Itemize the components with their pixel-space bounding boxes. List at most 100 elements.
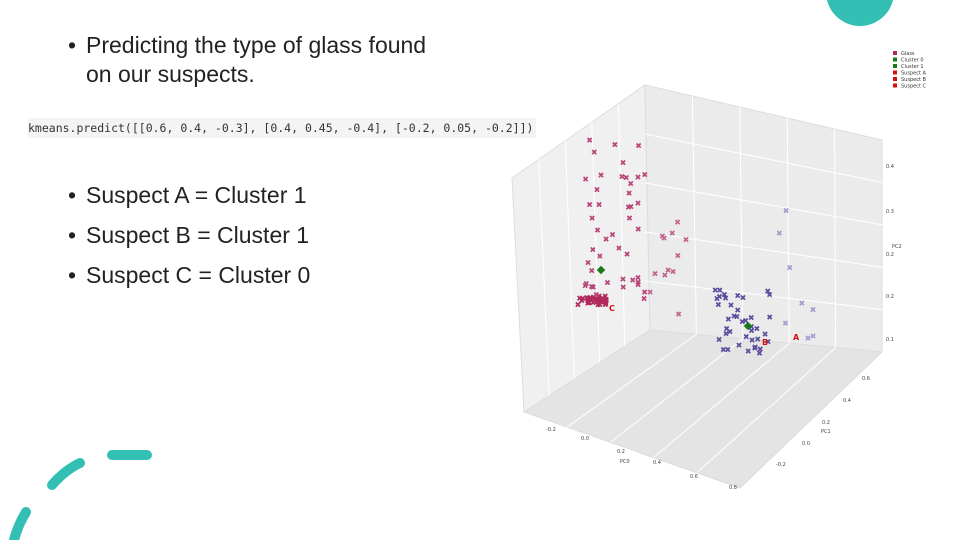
axis-label: PC1 — [821, 429, 831, 435]
point: ✖ — [722, 294, 729, 303]
point: ✖ — [620, 275, 627, 284]
point: ✖ — [609, 230, 616, 239]
grid-line — [566, 333, 697, 428]
point: ✖ — [586, 201, 593, 210]
point: ✖ — [594, 185, 601, 194]
point: ✖ — [595, 298, 602, 307]
code-line: kmeans.predict([[0.6, 0.4, -0.3], [0.4, … — [28, 118, 536, 138]
point: ✖ — [627, 180, 634, 189]
point: ✖ — [635, 141, 642, 150]
y-tick-label: 0.2 — [617, 449, 625, 455]
point: ✖ — [620, 283, 627, 292]
point: ✖ — [594, 226, 601, 235]
point: ✖ — [716, 293, 723, 302]
point: ✖ — [743, 332, 750, 341]
result-text: Suspect B = Cluster 1 — [86, 222, 310, 248]
point: ✖ — [612, 141, 619, 150]
result-bullet: • Suspect B = Cluster 1 — [68, 222, 310, 248]
point: ✖ — [600, 295, 607, 304]
z-tick-label: 0.3 — [886, 209, 894, 215]
grid — [538, 95, 883, 474]
point: ✖ — [586, 136, 593, 145]
points: ✖✖ ✖✖ ✖✖✖✖✖✖ ✖✖ ✖✖ ✖✖ ✖✖ ✖ ✖✖✖ ✖✖ ✖✖✖✖✖✖✖ ✖ ✖✖✖✖ ✖✖✖✖… — [575, 136, 817, 358]
point: ✖ — [589, 214, 596, 223]
grid-line — [786, 117, 790, 344]
axis-label: PC0 — [620, 459, 630, 465]
x-tick-label: -0.2 — [776, 462, 786, 468]
point: ✖ — [810, 306, 817, 315]
grid-line — [644, 280, 883, 311]
point: ✖ — [599, 294, 606, 303]
point: ✖ — [670, 268, 677, 277]
point: ✖ — [805, 334, 812, 343]
grid-line — [834, 128, 837, 348]
grid-line — [538, 159, 550, 396]
point: ✖ — [602, 300, 609, 309]
point: ✖ — [728, 301, 735, 310]
point: ✖ — [585, 259, 592, 268]
point: ✖ — [754, 325, 761, 334]
point: ✖ — [714, 294, 721, 303]
point: ✖ — [742, 317, 749, 326]
pane — [522, 329, 884, 489]
point: ✖ — [764, 287, 771, 296]
point: ✖ — [733, 313, 740, 322]
point: ✖ — [641, 288, 648, 297]
result-text: Suspect C = Cluster 0 — [86, 262, 311, 288]
point: ✖ — [757, 345, 764, 354]
point: ✖ — [749, 336, 756, 345]
point: ✖ — [721, 291, 728, 300]
point: ✖ — [588, 294, 595, 303]
legend-label: Suspect C — [901, 84, 926, 90]
legend-label: Suspect B — [901, 77, 926, 83]
point: ✖ — [748, 313, 755, 322]
grid-line — [610, 338, 744, 443]
point: ✖ — [716, 336, 723, 345]
point: ✖ — [586, 296, 593, 305]
point: ✖ — [731, 312, 738, 321]
point: ✖ — [603, 235, 610, 244]
centroid — [596, 265, 606, 275]
point: ✖ — [595, 296, 602, 305]
point: ✖ — [752, 343, 759, 352]
point: ✖ — [586, 295, 593, 304]
z-tick-label: 0.2 — [886, 294, 894, 300]
point: ✖ — [597, 252, 604, 261]
grid-line — [644, 231, 883, 268]
point: ✖ — [715, 300, 722, 309]
point: ✖ — [598, 171, 605, 180]
point: ✖ — [766, 313, 773, 322]
intro-text: Predicting the type of glass found on ou… — [86, 32, 427, 87]
legend-swatch — [893, 57, 897, 62]
point: ✖ — [582, 282, 589, 291]
x-tick-label: 0.4 — [843, 398, 851, 404]
point: ✖ — [810, 332, 817, 341]
point: ✖ — [594, 297, 601, 306]
point: ✖ — [661, 234, 668, 243]
grid-line — [617, 103, 626, 347]
point: ✖ — [603, 297, 610, 306]
point: ✖ — [712, 286, 719, 295]
point: ✖ — [616, 244, 623, 253]
point: ✖ — [583, 294, 590, 303]
point: ✖ — [723, 329, 730, 338]
point: ✖ — [602, 301, 609, 310]
point: ✖ — [604, 279, 611, 288]
point: ✖ — [625, 203, 632, 212]
legend-label: Cluster 0 — [901, 58, 924, 64]
point-label: A — [793, 333, 800, 342]
point: ✖ — [635, 199, 642, 208]
point: ✖ — [635, 281, 642, 290]
point: ✖ — [635, 273, 642, 282]
point: ✖ — [596, 294, 603, 303]
point: ✖ — [597, 300, 604, 309]
grid-line — [653, 342, 790, 458]
point: ✖ — [675, 310, 682, 319]
axis-label: PC2 — [892, 244, 902, 250]
point: ✖ — [674, 218, 681, 227]
deco-circle — [826, 0, 894, 26]
point: ✖ — [587, 294, 594, 303]
grid-line — [691, 95, 697, 335]
point: ✖ — [591, 297, 598, 306]
